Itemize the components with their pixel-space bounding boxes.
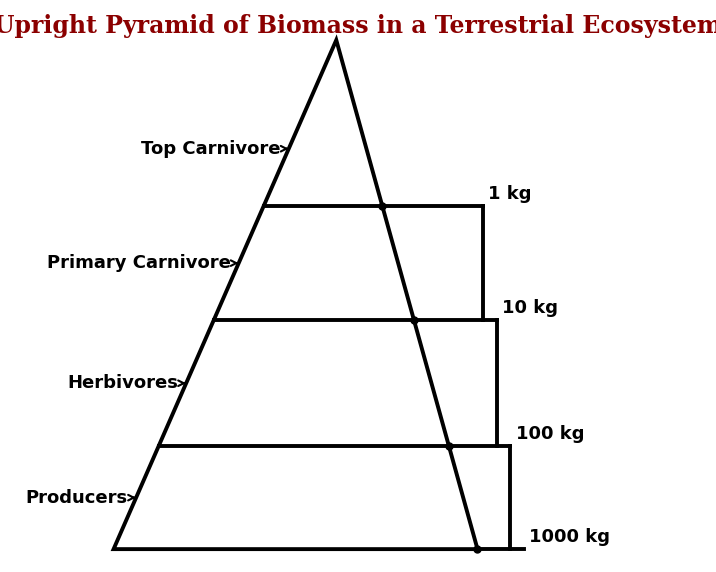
Text: Top Carnivore: Top Carnivore xyxy=(141,140,281,158)
Text: 1 kg: 1 kg xyxy=(488,185,532,203)
Text: Primary Carnivore: Primary Carnivore xyxy=(47,254,231,272)
Text: Herbivores: Herbivores xyxy=(67,374,178,392)
Text: 100 kg: 100 kg xyxy=(516,426,584,443)
Text: 10 kg: 10 kg xyxy=(502,300,558,317)
Text: Upright Pyramid of Biomass in a Terrestrial Ecosystem: Upright Pyramid of Biomass in a Terrestr… xyxy=(0,14,716,38)
Text: Producers: Producers xyxy=(26,488,128,507)
Text: 1000 kg: 1000 kg xyxy=(529,529,610,546)
